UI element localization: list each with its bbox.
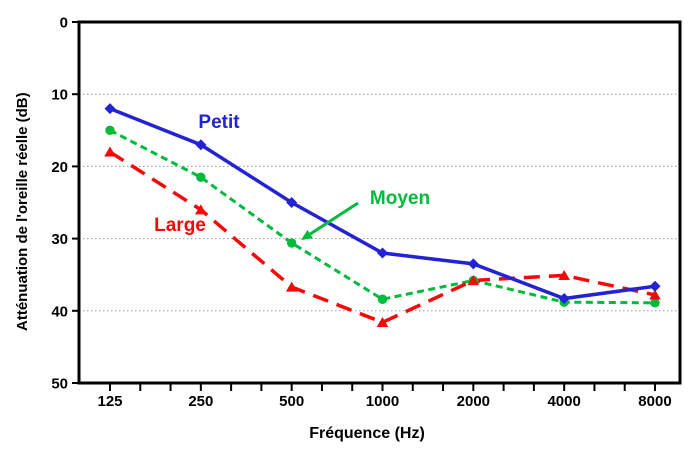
plot-frame [77, 20, 682, 385]
y-tick-label-0: 0 [60, 15, 68, 32]
marker-petit-1000hz [376, 247, 388, 259]
x-tick-label-500: 500 [279, 393, 304, 410]
series-label-large: Large [154, 215, 206, 236]
x-axis-title: Fréquence (Hz) [309, 425, 425, 442]
marker-large-125hz [104, 146, 116, 157]
y-axis-title: Atténuation de l'oreille réelle (dB) [14, 92, 31, 331]
y-tick-label-10: 10 [51, 87, 68, 104]
marker-moyen-250hz [196, 172, 206, 182]
marker-moyen-1000hz [377, 294, 388, 304]
y-tick-label-50: 50 [51, 376, 68, 393]
marker-large-2000hz [467, 275, 480, 286]
marker-petit-500hz [286, 197, 298, 208]
marker-moyen-8000hz [650, 298, 660, 308]
marker-large-1000hz [376, 316, 389, 327]
marker-petit-8000hz [649, 280, 661, 292]
marker-moyen-500hz [286, 238, 297, 248]
x-tick-label-250: 250 [188, 393, 213, 410]
x-tick-label-4000: 4000 [547, 393, 580, 410]
marker-petit-2000hz [467, 258, 479, 270]
x-tick-label-1000: 1000 [366, 393, 399, 410]
marker-large-8000hz [649, 289, 661, 300]
marker-petit-250hz [195, 139, 207, 151]
marker-petit-125hz [104, 103, 116, 115]
marker-large-500hz [285, 281, 298, 292]
moyen-arrow-head [301, 229, 313, 240]
y-tick-label-40: 40 [51, 303, 68, 320]
y-tick-label-30: 30 [51, 231, 68, 248]
marker-moyen-125hz [105, 125, 115, 135]
series-label-moyen: Moyen [369, 188, 431, 209]
moyen-arrow-line [309, 201, 359, 236]
y-tick-label-20: 20 [51, 159, 68, 176]
x-tick-label-125: 125 [97, 393, 122, 410]
marker-large-250hz [195, 204, 207, 215]
marker-large-4000hz [558, 270, 570, 281]
x-tick-label-8000: 8000 [638, 393, 671, 410]
marker-petit-4000hz [558, 293, 570, 305]
series-label-petit: Petit [198, 112, 240, 133]
x-tick-label-2000: 2000 [457, 393, 490, 410]
